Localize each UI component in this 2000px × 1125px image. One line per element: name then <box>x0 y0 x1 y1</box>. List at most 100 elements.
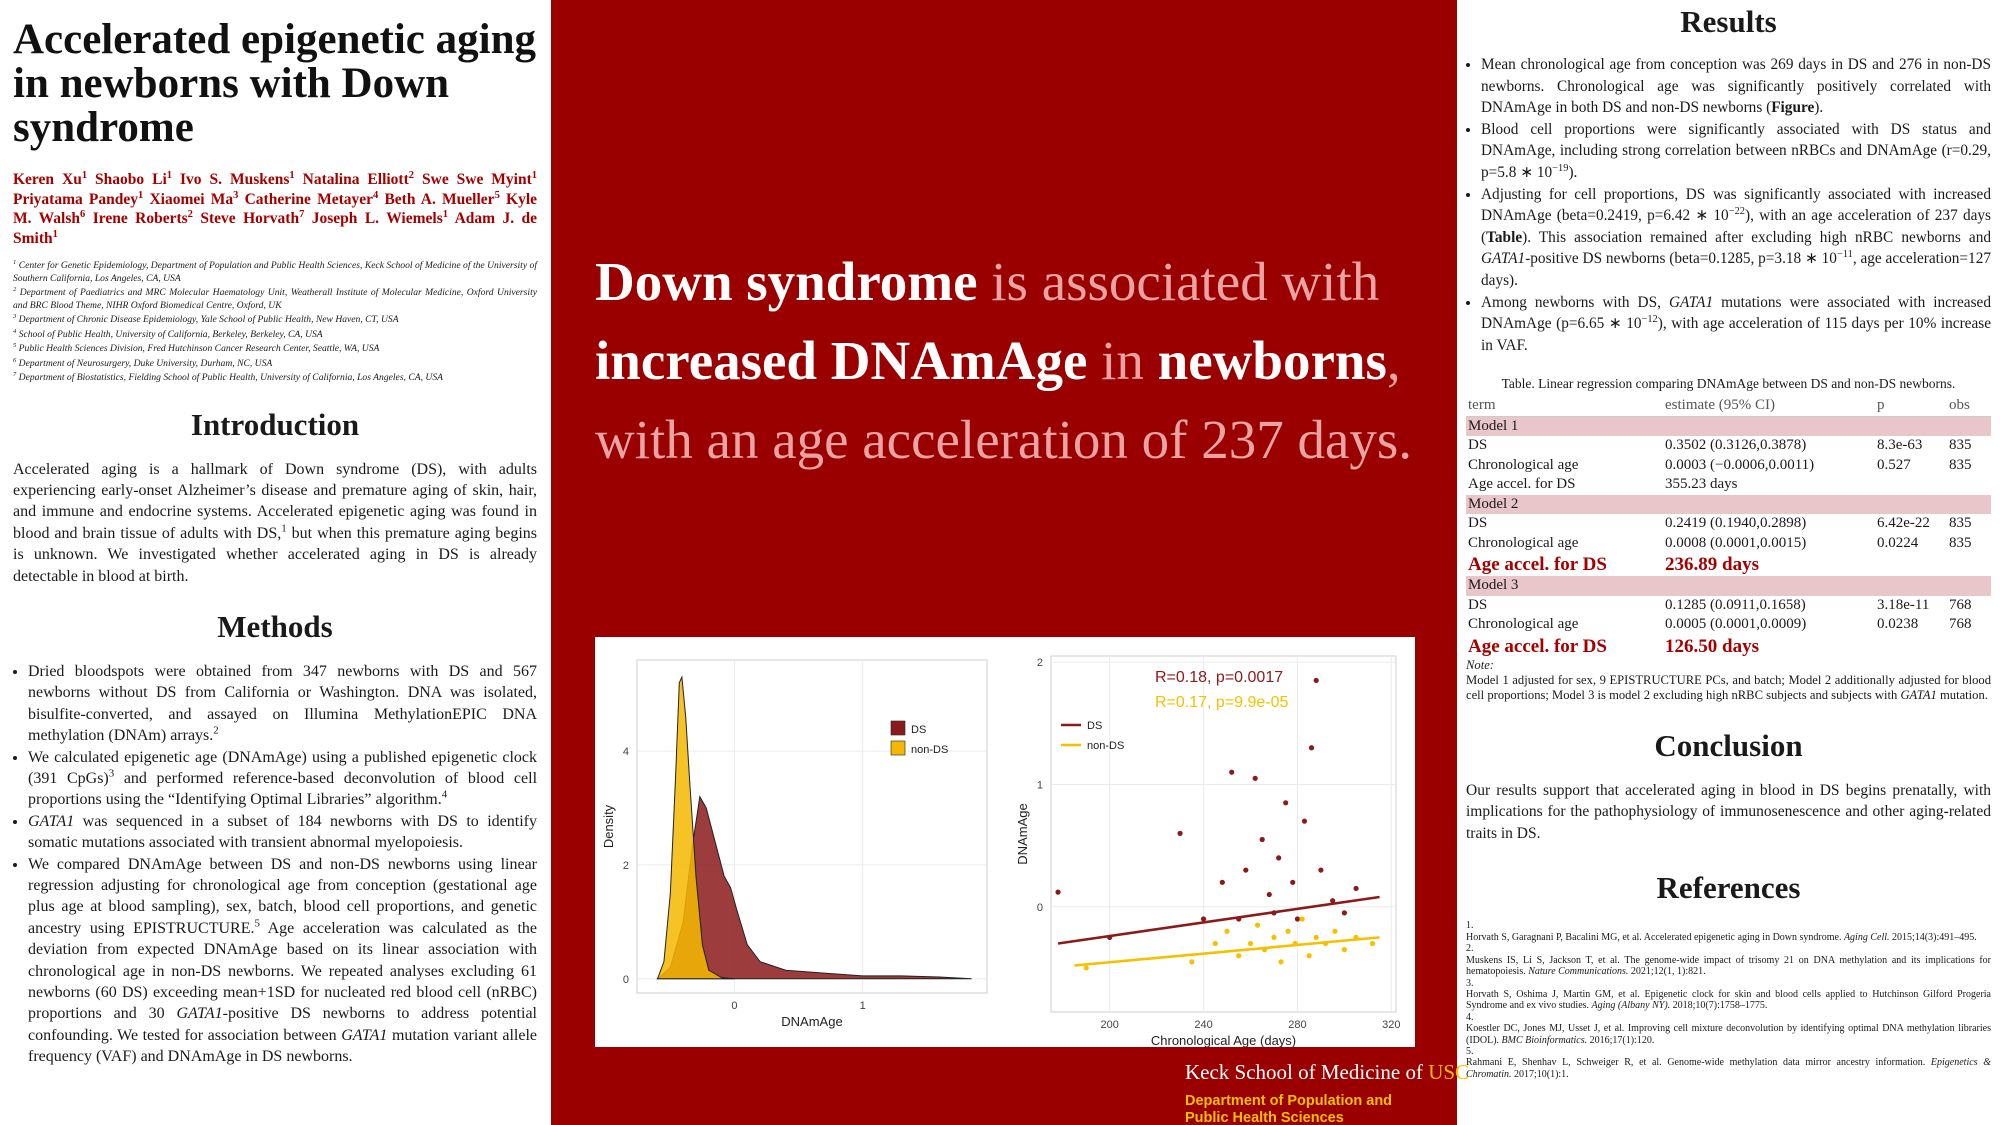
y-axis-label: DNAmAge <box>1015 803 1030 864</box>
table-cell: 3.18e-11 <box>1877 596 1930 613</box>
text-run: Model 1 adjusted for sex, 9 EPISTRUCTURE… <box>1466 673 1991 703</box>
methods-bullet: We calculated epigenetic age (DNAmAge) u… <box>28 747 537 811</box>
text-run: but when this premature aging begins is … <box>13 524 538 585</box>
scatter-point <box>1353 885 1359 892</box>
scatter-point <box>1229 769 1235 775</box>
y-tick-label: 0 <box>623 974 629 986</box>
y-tick-label: 2 <box>623 860 629 872</box>
table-cell: 0.527 <box>1877 456 1911 473</box>
y-axis-label: Density <box>601 804 616 848</box>
author-name: Natalina Elliott <box>302 171 409 188</box>
poster-title: Accelerated epigenetic aging in newborns… <box>13 16 536 151</box>
text-run: GATA1 <box>1900 688 1937 703</box>
table-group-label: Model 3 <box>1466 576 1991 596</box>
table-cell: 126.50 days <box>1665 635 1759 657</box>
text-run: ), with age acceleration of 115 days per… <box>1481 315 1991 354</box>
center-panel: Down syndrome is associated with increas… <box>551 0 1469 1125</box>
text-run: We compared DNAmAge between DS and non-D… <box>28 855 537 937</box>
logo: Keck School of Medicine of USC Department… <box>1185 1060 1469 1125</box>
scatter-point <box>1299 916 1305 922</box>
methods-bullet: GATA1 was sequenced in a subset of 184 n… <box>28 811 537 854</box>
table-cell: 768 <box>1949 616 1972 633</box>
author-affiliation: 2 <box>408 169 415 181</box>
results-bullet: Adjusting for cell proportions, DS was s… <box>1481 184 1991 292</box>
author-name: Priyatama Pandey <box>13 190 139 208</box>
text-run: ), with an age acceleration of 237 days … <box>1481 207 1992 246</box>
density-area <box>656 675 735 980</box>
scatter-point <box>1318 867 1324 873</box>
author-affiliation: 7 <box>299 208 305 220</box>
usc-text: USC <box>1428 1060 1470 1084</box>
scatter-point <box>1083 965 1089 971</box>
fit-line <box>1057 895 1380 945</box>
text-run: −22 <box>1728 206 1745 218</box>
text-run: Age acceleration was calculated as the d… <box>28 919 537 1023</box>
text-run: We calculated epigenetic age (DNAmAge) u… <box>28 748 537 787</box>
text-run: 2021;12(1, 1):821. <box>1628 966 1706 978</box>
author-affiliation: 1 <box>442 208 449 220</box>
reference-number: 1. <box>1466 920 1474 932</box>
table-row: DS 0.2419 (0.1940,0.2898) 6.42e-22 835 <box>1466 514 1991 534</box>
text-run: Our results support that accelerated agi… <box>1466 781 1991 842</box>
scatter-point <box>1055 889 1061 895</box>
scatter-point <box>1276 855 1282 861</box>
author-name: Ivo S. Muskens <box>180 171 290 188</box>
results-bullet: Among newborns with DS, GATA1 mutations … <box>1481 292 1991 357</box>
author-name: Xiaomei Ma <box>149 190 234 208</box>
table-row: DS 0.1285 (0.0911,0.1658) 3.18e-11 768 <box>1466 596 1991 616</box>
results-bullet: Mean chronological age from conception w… <box>1481 54 1991 119</box>
affiliation-number: 7 <box>13 370 17 378</box>
table-cell: Chronological age <box>1468 616 1579 633</box>
text-run: −19 <box>1552 162 1569 174</box>
author: Kyle M. Walsh6 <box>13 191 537 228</box>
text-run: GATA1 <box>1481 250 1526 268</box>
author-name: Shaobo Li <box>95 171 167 188</box>
author-affiliation: 1 <box>138 189 144 201</box>
text-run: newborns <box>1157 330 1387 391</box>
author: Xiaomei Ma3 <box>149 190 238 208</box>
table-cell: 0.2419 (0.1940,0.2898) <box>1665 515 1807 532</box>
x-tick-label: 320 <box>1382 1019 1400 1031</box>
author: Adam J. de Smith1 <box>13 210 537 247</box>
table-row: Age accel. for DS 236.89 days <box>1466 553 1991 576</box>
scatter-point <box>1306 953 1312 959</box>
author-affiliation: 1 <box>52 228 58 240</box>
text-run: Muskens IS, Li S, Jackson T, et al. The … <box>1466 954 1991 978</box>
affiliation-number: 3 <box>13 312 17 320</box>
author: Beth A. Mueller5 <box>384 190 499 208</box>
author-affiliation: 1 <box>166 169 173 181</box>
table-group-label: Model 2 <box>1466 494 1991 515</box>
text-run: ). <box>1568 163 1578 181</box>
scatter-point <box>1243 867 1249 873</box>
legend-swatch <box>890 740 906 756</box>
scatter-point <box>1189 959 1195 965</box>
scatter-point <box>1266 891 1272 898</box>
table-cell: 0.0238 <box>1877 616 1919 633</box>
authors: Keren Xu1 Shaobo Li1 Ivo S. Muskens1 Nat… <box>13 170 537 248</box>
table-row: Age accel. for DS 126.50 days <box>1466 635 1991 658</box>
table-cell: Age accel. for DS <box>1468 554 1607 576</box>
author-affiliation: 6 <box>80 208 86 220</box>
affiliation: 2 Department of Paediatrics and MRC Mole… <box>13 286 537 312</box>
scatter-point <box>1283 800 1289 806</box>
text-run: , age acceleration=127 days). <box>1481 250 1991 289</box>
affiliation-text: Department of Biostatistics, Fielding Sc… <box>18 372 443 383</box>
scatter-point <box>1200 916 1207 922</box>
table-cell: DS <box>1468 596 1488 613</box>
table-row: Age accel. for DS 355.23 days <box>1466 475 1991 495</box>
table-cell: 768 <box>1949 596 1972 613</box>
scatter-point <box>1294 916 1301 922</box>
scatter-point <box>1236 953 1242 959</box>
table-row: Chronological age 0.0005 (0.0001,0.0009) 0… <box>1466 615 1991 635</box>
section-heading: Results <box>1680 4 1777 39</box>
y-tick-label: 0 <box>1037 902 1043 914</box>
scatter-point <box>1271 934 1277 940</box>
scatter-point <box>1254 922 1261 928</box>
text-run: Horvath S, Garagnani P, Bacalini MG, et … <box>1466 931 1844 943</box>
table-cell: Chronological age <box>1468 534 1579 551</box>
table-cell: 8.3e-63 <box>1877 437 1923 454</box>
legend-label: non-DS <box>911 744 948 756</box>
scatter-point <box>1332 928 1338 934</box>
figure: 0 1 0 2 4 DNAmAge Density DS non-DS 200 240 280 320 0… <box>595 637 1415 1047</box>
annotation: R=0.17, p=9.9e-05 <box>1155 694 1289 711</box>
